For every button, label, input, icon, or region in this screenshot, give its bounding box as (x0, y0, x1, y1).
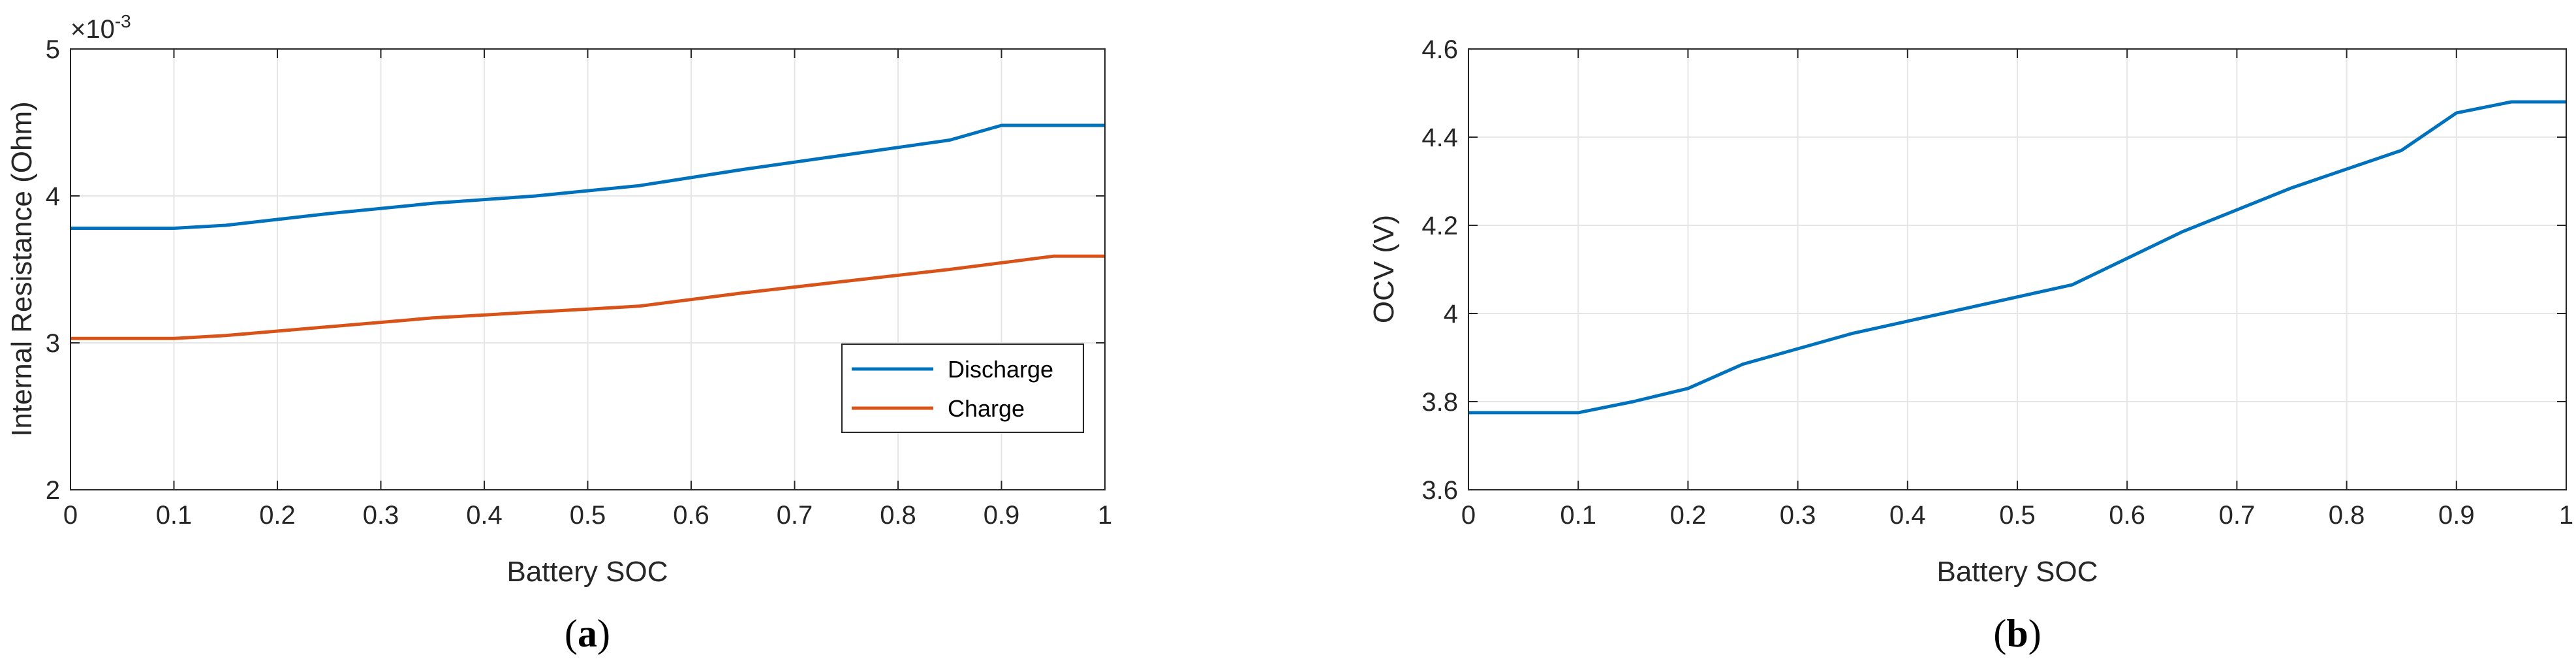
panel-b-x-tick-label: 0.8 (2329, 501, 2365, 530)
panel-a-x-tick-label: 0.5 (570, 501, 606, 530)
panel-b-y-tick-label: 3.8 (1421, 388, 1458, 417)
panel-a-x-tick-label: 0 (63, 501, 78, 530)
panel-a-x-tick-label: 0.3 (363, 501, 399, 530)
panel-b-y-tick-label: 4.2 (1421, 212, 1458, 240)
panel-a-y-ticks: 2 3 4 5 (46, 35, 1105, 505)
legend-label-discharge: Discharge (948, 356, 1053, 383)
panel-b-x-tick-label: 0.3 (1780, 501, 1816, 530)
panel-a-x-tick-label: 0.4 (466, 501, 503, 530)
panel-b-x-ticks: 0 0.1 0.2 0.3 0.4 0.5 0.6 0.7 0.8 0.9 1 (1461, 49, 2573, 530)
panel-b-x-tick-label: 1 (2559, 501, 2573, 530)
panel-a-x-tick-label: 0.6 (673, 501, 709, 530)
legend-label-charge: Charge (948, 395, 1025, 422)
panel-a-y-tick-label: 5 (46, 35, 60, 64)
panel-b-x-tick-label: 0.5 (1999, 501, 2036, 530)
panel-b-x-tick-label: 0.4 (1889, 501, 1926, 530)
panel-a-x-tick-label: 0.9 (984, 501, 1020, 530)
panel-a-y-tick-label: 3 (46, 329, 60, 358)
panel-a-y-tick-label: 2 (46, 476, 60, 505)
panel-b-x-axis-label: Battery SOC (1937, 556, 2098, 588)
panel-a-caption: (a) (565, 612, 610, 655)
panel-a-x-axis-label: Battery SOC (507, 556, 668, 588)
panel-b-y-ticks: 3.6 3.8 4 4.2 4.4 4.6 (1421, 35, 2566, 505)
panel-a-line-discharge (70, 123, 1105, 230)
panel-b-caption: (b) (1993, 612, 2041, 655)
legend: Discharge Charge (841, 344, 1084, 433)
panel-a-x-tick-label: 0.1 (156, 501, 193, 530)
panel-a-series (70, 123, 1105, 340)
panel-a-line-charge (70, 254, 1105, 340)
panel-b-y-tick-label: 4.4 (1421, 123, 1458, 152)
panel-a-y-tick-label: 4 (46, 182, 60, 211)
panel-b-x-tick-label: 0.1 (1560, 501, 1596, 530)
panel-a-x-tick-label: 0.8 (880, 501, 916, 530)
panel-a-x-tick-label: 1 (1098, 501, 1112, 530)
panel-a-chart: 0 0.1 0.2 0.3 0.4 0.5 0.6 0.7 0.8 0.9 1 2 3 4 5 ×10-3… (6, 11, 1112, 655)
panel-b-series (1468, 100, 2566, 415)
panel-a-x-ticks: 0 0.1 0.2 0.3 0.4 0.5 0.6 0.7 0.8 0.9 1 (63, 49, 1112, 530)
panel-a-x-tick-label: 0.2 (259, 501, 296, 530)
panel-b-x-tick-label: 0.6 (2109, 501, 2145, 530)
legend-box (841, 344, 1084, 433)
panel-b-y-tick-label: 3.6 (1421, 476, 1458, 505)
panel-b-y-tick-label: 4.6 (1421, 35, 1458, 64)
panel-b-x-tick-label: 0.9 (2438, 501, 2475, 530)
panel-b-x-tick-label: 0.2 (1670, 501, 1707, 530)
panel-b-line-series-1 (1468, 100, 2566, 415)
panel-a-y-axis-label: Internal Resistance (Ohm) (6, 101, 38, 437)
panel-b-x-tick-label: 0 (1461, 501, 1476, 530)
panel-b-chart: 0 0.1 0.2 0.3 0.4 0.5 0.6 0.7 0.8 0.9 1 3.6 3.8 4 4.2… (1368, 35, 2573, 655)
panel-b-y-axis-label: OCV (V) (1368, 215, 1400, 323)
panel-a-y-multiplier: ×10-3 (70, 11, 131, 44)
panel-b-x-tick-label: 0.7 (2219, 501, 2256, 530)
panel-b-y-tick-label: 4 (1444, 300, 1458, 328)
panel-a-x-tick-label: 0.7 (777, 501, 813, 530)
